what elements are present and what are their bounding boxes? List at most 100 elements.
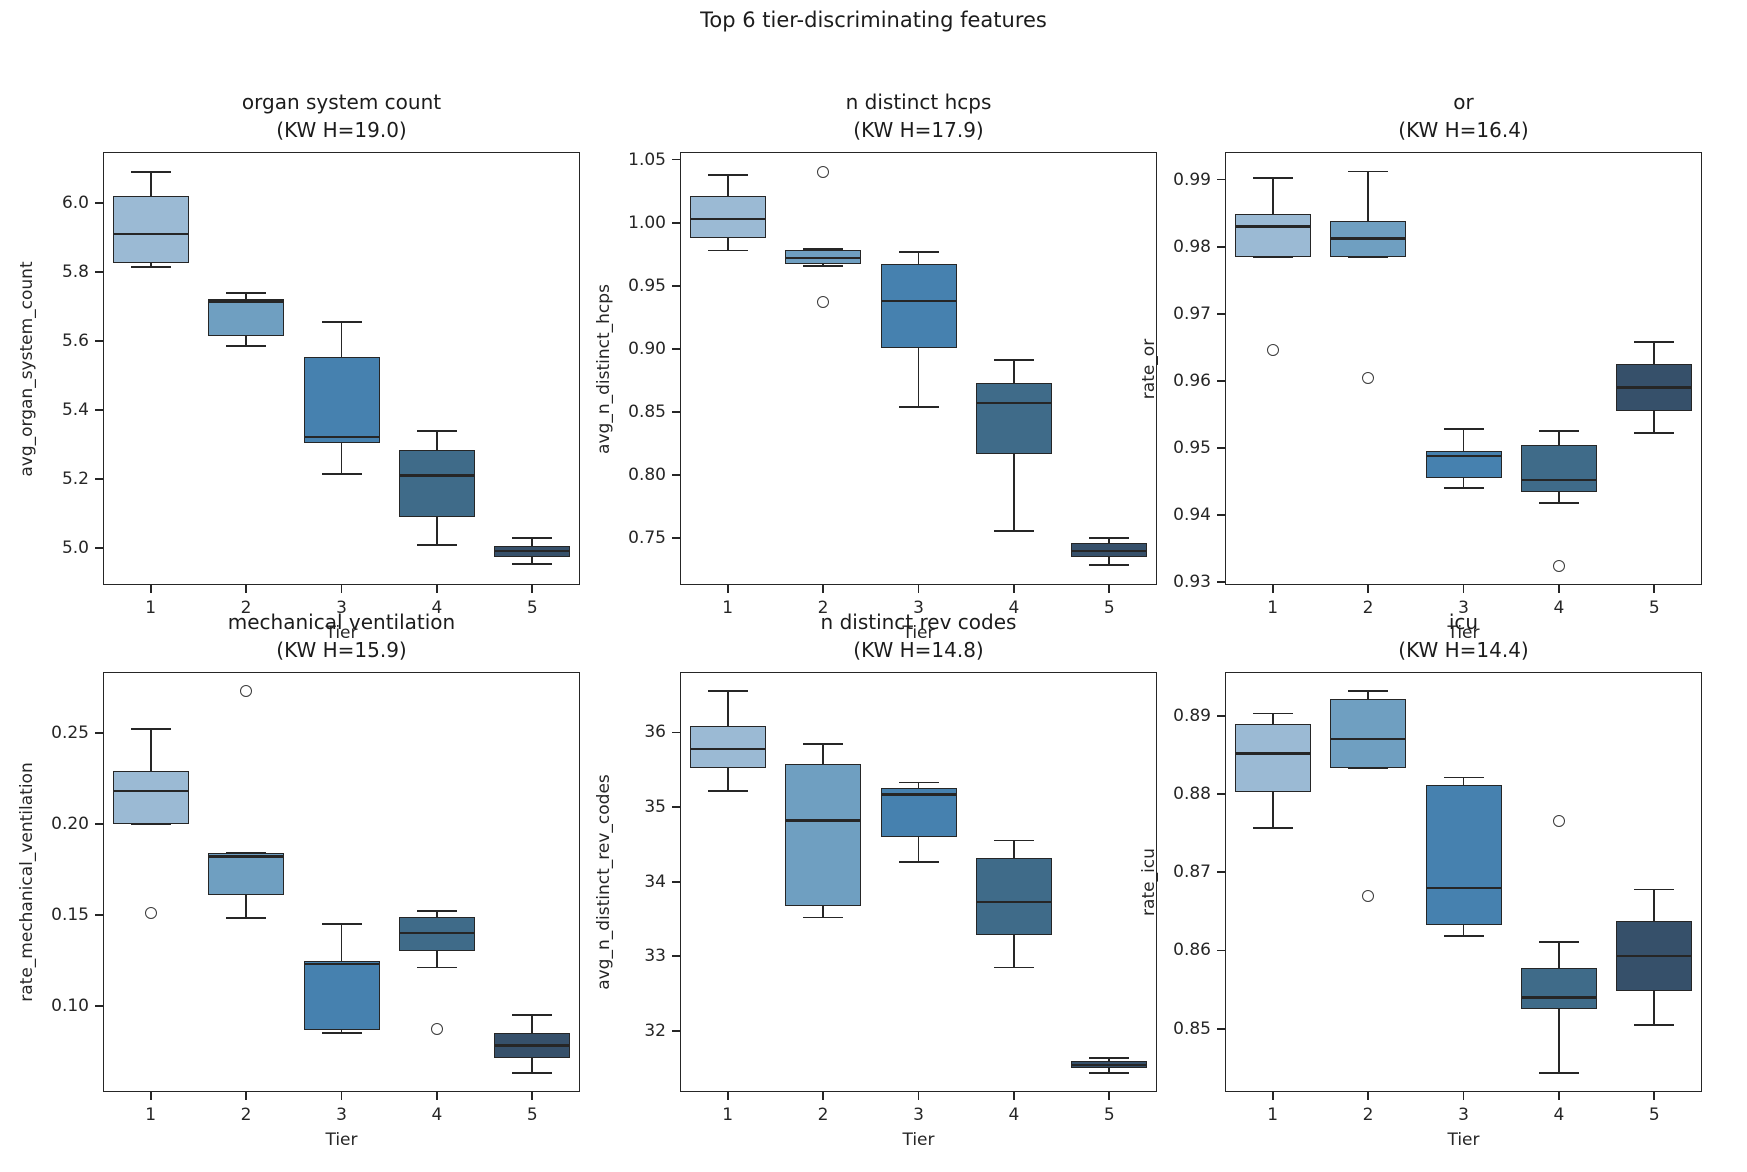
x-tick-label-or-4: 5: [1648, 598, 1660, 618]
whisker-cap-low-mechanical-ventilation-tier5: [512, 1072, 553, 1074]
median-organ-system-count-tier4: [398, 474, 475, 477]
whisker-high-n-distinct-rev-codes-tier2: [822, 743, 824, 764]
y-tick-label-n-distinct-rev-codes-1: 33: [644, 946, 666, 967]
x-tick-mark-or-3: [1558, 585, 1560, 593]
y-tick-mark-organ-system-count-5: [95, 202, 103, 204]
x-tick-mark-or-1: [1367, 585, 1369, 593]
y-tick-label-icu-2: 0.87: [1173, 862, 1211, 883]
x-tick-mark-icu-3: [1558, 1092, 1560, 1100]
x-tick-label-mechanical-ventilation-1: 2: [240, 1105, 252, 1125]
y-tick-label-organ-system-count-2: 5.4: [61, 400, 89, 421]
x-tick-mark-mechanical-ventilation-4: [531, 1092, 534, 1100]
whisker-cap-high-n-distinct-hcps-tier1: [707, 173, 748, 176]
whisker-high-mechanical-ventilation-tier3: [340, 923, 343, 962]
y-tick-mark-mechanical-ventilation-0: [95, 1004, 103, 1007]
y-tick-label-or-2: 0.95: [1173, 438, 1211, 459]
y-tick-mark-or-3: [1217, 380, 1225, 382]
y-tick-label-n-distinct-hcps-1: 0.80: [628, 465, 666, 486]
y-tick-label-or-6: 0.99: [1173, 169, 1211, 190]
whisker-cap-low-or-tier1: [1252, 255, 1293, 258]
median-n-distinct-rev-codes-tier3: [880, 793, 957, 796]
whisker-low-organ-system-count-tier1: [149, 263, 152, 267]
median-organ-system-count-tier1: [112, 232, 189, 236]
y-tick-label-n-distinct-hcps-2: 0.85: [628, 402, 666, 423]
x-tick-mark-mechanical-ventilation-0: [149, 1092, 152, 1100]
y-tick-mark-organ-system-count-0: [95, 547, 103, 549]
x-tick-mark-n-distinct-rev-codes-0: [726, 1092, 729, 1100]
y-tick-label-or-1: 0.94: [1173, 505, 1211, 526]
whisker-cap-high-n-distinct-rev-codes-tier1: [707, 690, 748, 693]
whisker-low-n-distinct-rev-codes-tier4: [1013, 935, 1015, 968]
y-tick-label-organ-system-count-1: 5.2: [61, 469, 89, 490]
whisker-cap-high-organ-system-count-tier5: [512, 536, 553, 539]
x-axis-label-icu: Tier: [1447, 1130, 1480, 1150]
whisker-high-n-distinct-rev-codes-tier4: [1013, 840, 1015, 858]
x-axis-label-n-distinct-rev-codes: Tier: [902, 1130, 935, 1150]
x-tick-label-n-distinct-hcps-0: 1: [722, 598, 734, 618]
whisker-cap-low-mechanical-ventilation-tier4: [416, 966, 457, 969]
x-tick-label-n-distinct-rev-codes-3: 4: [1008, 1105, 1020, 1125]
x-tick-mark-organ-system-count-2: [340, 585, 343, 593]
box-icu-tier1: [1234, 723, 1311, 792]
y-tick-mark-or-4: [1217, 312, 1225, 315]
y-tick-mark-icu-0: [1217, 1027, 1225, 1030]
subplot-title-line1-mechanical-ventilation: mechanical ventilation: [227, 610, 456, 634]
outlier-or-tier2-0: [1362, 372, 1375, 385]
median-organ-system-count-tier3: [303, 435, 380, 439]
x-tick-mark-n-distinct-rev-codes-2: [917, 1092, 920, 1100]
x-tick-mark-organ-system-count-1: [245, 585, 247, 593]
y-tick-label-organ-system-count-0: 5.0: [61, 538, 89, 559]
median-organ-system-count-tier5: [494, 549, 571, 553]
box-n-distinct-rev-codes-tier4: [975, 857, 1052, 936]
box-organ-system-count-tier4: [398, 449, 475, 518]
y-axis-label-n-distinct-hcps: avg_n_distinct_hcps: [594, 283, 614, 454]
whisker-low-icu-tier3: [1462, 925, 1465, 937]
y-tick-mark-mechanical-ventilation-1: [95, 913, 103, 916]
x-tick-label-n-distinct-hcps-1: 2: [817, 598, 829, 618]
median-icu-tier5: [1616, 954, 1693, 958]
whisker-cap-low-n-distinct-hcps-tier5: [1089, 563, 1130, 566]
y-tick-mark-n-distinct-hcps-0: [672, 537, 680, 540]
whisker-high-icu-tier5: [1653, 889, 1656, 922]
figure-suptitle: Top 6 tier-discriminating features: [700, 8, 1047, 32]
y-tick-mark-organ-system-count-3: [95, 340, 103, 342]
y-tick-label-or-0: 0.93: [1173, 572, 1211, 593]
y-tick-mark-n-distinct-rev-codes-2: [672, 880, 680, 883]
whisker-cap-low-n-distinct-hcps-tier2: [803, 265, 844, 268]
whisker-cap-low-n-distinct-rev-codes-tier4: [993, 966, 1034, 969]
whisker-cap-low-or-tier3: [1443, 487, 1484, 490]
y-tick-label-n-distinct-rev-codes-3: 35: [644, 797, 666, 818]
x-tick-label-n-distinct-rev-codes-4: 5: [1103, 1105, 1115, 1125]
whisker-high-organ-system-count-tier4: [436, 430, 438, 450]
whisker-cap-high-icu-tier1: [1252, 712, 1293, 715]
whisker-cap-high-or-tier5: [1634, 341, 1675, 343]
y-tick-mark-n-distinct-rev-codes-4: [672, 731, 680, 734]
whisker-cap-high-n-distinct-hcps-tier4: [993, 359, 1034, 362]
whisker-low-n-distinct-hcps-tier1: [726, 237, 729, 251]
whisker-cap-high-or-tier2: [1348, 170, 1389, 173]
whisker-high-mechanical-ventilation-tier5: [531, 1014, 534, 1033]
whisker-cap-low-icu-tier3: [1443, 935, 1484, 938]
y-tick-label-icu-0: 0.85: [1173, 1018, 1211, 1039]
whisker-cap-high-n-distinct-hcps-tier5: [1089, 537, 1130, 540]
whisker-high-or-tier5: [1653, 341, 1656, 365]
y-tick-label-or-5: 0.98: [1173, 236, 1211, 257]
outlier-mechanical-ventilation-tier1-0: [144, 906, 157, 919]
subplot-title-line1-or: or: [1453, 90, 1474, 114]
whisker-low-organ-system-count-tier4: [436, 517, 438, 545]
box-mechanical-ventilation-tier2: [208, 852, 285, 895]
y-tick-mark-icu-3: [1217, 793, 1225, 795]
y-tick-mark-mechanical-ventilation-2: [95, 822, 103, 825]
y-tick-mark-or-5: [1217, 245, 1225, 248]
y-tick-mark-n-distinct-hcps-4: [672, 284, 680, 287]
whisker-low-n-distinct-rev-codes-tier5: [1108, 1068, 1111, 1073]
y-tick-mark-n-distinct-hcps-3: [672, 348, 680, 350]
whisker-cap-high-mechanical-ventilation-tier5: [512, 1013, 553, 1016]
whisker-cap-high-mechanical-ventilation-tier3: [321, 922, 362, 925]
x-tick-label-or-0: 1: [1267, 598, 1279, 618]
whisker-cap-low-organ-system-count-tier1: [130, 265, 171, 268]
outlier-n-distinct-hcps-tier2-1: [817, 296, 830, 309]
y-tick-mark-n-distinct-rev-codes-3: [672, 806, 680, 808]
median-n-distinct-rev-codes-tier2: [785, 819, 862, 822]
y-tick-mark-mechanical-ventilation-3: [95, 732, 103, 734]
